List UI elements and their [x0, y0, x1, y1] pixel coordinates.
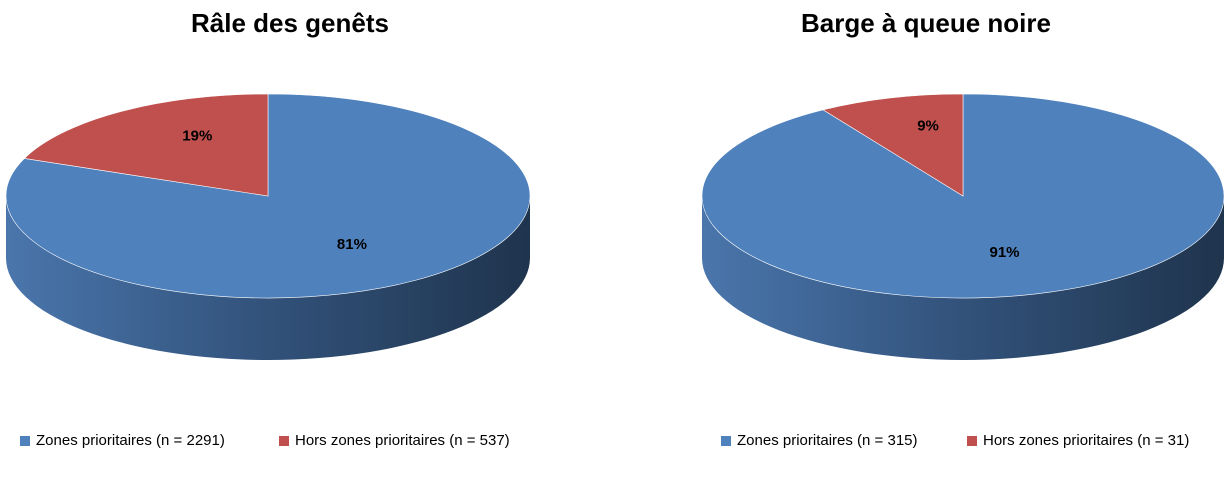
- legend-label: Hors zones prioritaires (n = 31): [983, 432, 1190, 449]
- slice-label-zones-prioritaires: 91%: [989, 244, 1019, 261]
- legend-swatch-red: [279, 435, 289, 446]
- slice-label-hors-zones-prioritaires: 9%: [917, 117, 939, 134]
- pie-chart-svg: 91% 9%: [701, 93, 1224, 360]
- legend-item-hors-zones-prioritaires: Hors zones prioritaires (n = 31): [967, 432, 1189, 449]
- legend-swatch-red: [967, 435, 977, 446]
- legend-label: Zones prioritaires (n = 315): [737, 432, 918, 449]
- chart-title: Râle des genêts: [191, 8, 389, 38]
- slice-label-hors-zones-prioritaires: 19%: [182, 127, 212, 144]
- legend-swatch-blue: [721, 435, 731, 446]
- legend-item-zones-prioritaires: Zones prioritaires (n = 315): [721, 432, 918, 449]
- legend-swatch-blue: [20, 435, 30, 446]
- chart-title: Barge à queue noire: [801, 8, 1051, 38]
- pie-chart-rale-des-genets: Râle des genêts 81% 19% Zones prioritaire…: [5, 8, 531, 449]
- legend-label: Zones prioritaires (n = 2291): [36, 432, 225, 449]
- legend-item-hors-zones-prioritaires: Hors zones prioritaires (n = 537): [279, 432, 510, 449]
- slice-label-zones-prioritaires: 81%: [337, 236, 367, 253]
- pie-side-wall: [702, 196, 1224, 360]
- pie-side-wall: [6, 196, 530, 360]
- pie-chart-barge-a-queue-noire: Barge à queue noire 91% 9% Zones priorita…: [612, 0, 1224, 481]
- legend-item-zones-prioritaires: Zones prioritaires (n = 2291): [20, 432, 225, 449]
- pie-slice-hors-zones-prioritaires: [822, 93, 964, 197]
- pie-slice-hors-zones-prioritaires: [23, 93, 269, 197]
- pie-chart-svg: 81% 19%: [5, 93, 531, 360]
- legend-label: Hors zones prioritaires (n = 537): [295, 432, 510, 449]
